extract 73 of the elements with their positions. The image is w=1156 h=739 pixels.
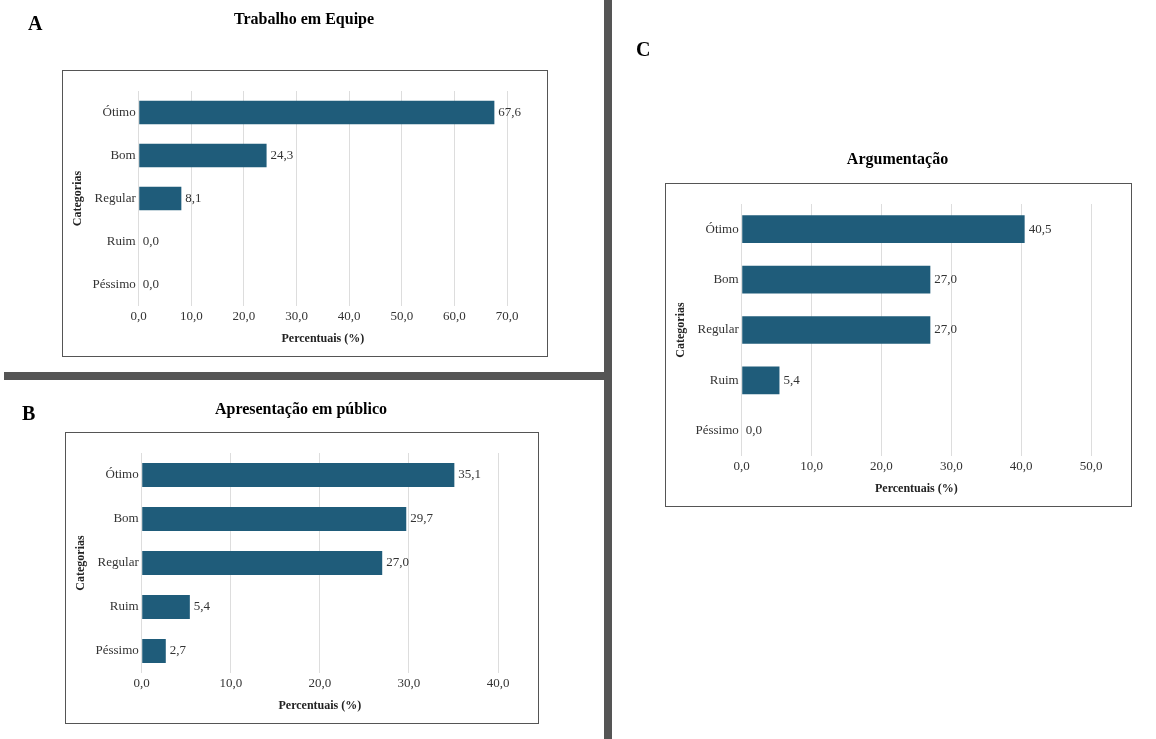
chart-title: Argumentação <box>845 150 950 168</box>
data-label: 35,1 <box>458 466 482 482</box>
data-label: 0,0 <box>142 275 159 291</box>
chart-title: Apresentação em público <box>213 400 389 418</box>
y-tick-label: Regular <box>697 321 740 337</box>
y-tick-label: Péssimo <box>695 422 739 438</box>
x-tick-label: 10,0 <box>179 308 203 324</box>
y-tick-label: Bom <box>113 510 139 526</box>
bar <box>142 462 455 488</box>
data-label: 8,1 <box>185 189 202 205</box>
y-axis-title: Categorias <box>70 170 85 227</box>
bar <box>142 594 190 620</box>
text: B <box>22 402 36 425</box>
x-tick-label: 40,0 <box>1009 458 1033 474</box>
y-tick-label: Ótimo <box>705 220 739 236</box>
y-tick-label: Regular <box>97 554 140 570</box>
data-label: 2,7 <box>169 642 187 658</box>
x-tick-label: 40,0 <box>486 675 510 691</box>
bar <box>142 550 383 576</box>
bar <box>139 100 495 125</box>
x-tick-label: 60,0 <box>443 308 466 324</box>
bar <box>742 366 780 395</box>
data-label: 27,0 <box>934 321 958 337</box>
y-tick-label: Ruim <box>106 232 136 248</box>
x-tick-label: 30,0 <box>285 308 308 324</box>
x-tick-label: 0,0 <box>733 458 750 474</box>
data-label: 27,0 <box>386 554 409 570</box>
x-tick-label: 30,0 <box>939 458 963 474</box>
x-tick-label: 20,0 <box>870 458 893 474</box>
y-tick-label: Ruim <box>709 371 739 387</box>
y-tick-label: Bom <box>110 146 136 162</box>
y-tick-label: Regular <box>94 189 137 205</box>
x-tick-label: 30,0 <box>397 675 421 691</box>
x-tick-label: 50,0 <box>1079 458 1103 474</box>
x-tick-label: 0,0 <box>133 675 150 691</box>
chart-title: Trabalho em Equipe <box>232 10 376 28</box>
x-tick-label: 0,0 <box>130 308 147 324</box>
y-axis-title: Categorias <box>673 302 688 358</box>
data-label: 67,6 <box>498 103 522 119</box>
bar <box>742 265 931 294</box>
x-tick-label: 50,0 <box>390 308 414 324</box>
bar <box>742 316 931 344</box>
bar <box>139 143 267 168</box>
data-label: 5,4 <box>783 371 801 387</box>
x-axis-title: Percentuais (%) <box>874 480 958 495</box>
text: C <box>636 38 651 61</box>
y-axis-title: Categorias <box>73 535 88 591</box>
data-label: 29,7 <box>410 510 434 526</box>
data-label: 0,0 <box>142 232 159 248</box>
data-label: 27,0 <box>934 271 958 287</box>
x-tick-label: 20,0 <box>308 675 332 691</box>
data-label: 40,5 <box>1028 220 1052 236</box>
data-label: 24,3 <box>270 146 294 162</box>
bar <box>142 506 407 532</box>
x-tick-label: 40,0 <box>337 308 361 324</box>
x-tick-label: 10,0 <box>800 458 823 474</box>
bar <box>742 215 1025 244</box>
y-tick-label: Ótimo <box>105 466 139 482</box>
x-tick-label: 20,0 <box>232 308 256 324</box>
y-tick-label: Ruim <box>109 598 139 614</box>
data-label: 0,0 <box>745 422 762 438</box>
data-label: 5,4 <box>193 598 211 614</box>
y-tick-label: Péssimo <box>92 275 136 291</box>
y-tick-label: Péssimo <box>95 642 139 658</box>
x-axis-title: Percentuais (%) <box>278 697 362 712</box>
text: A <box>28 12 43 35</box>
y-tick-label: Bom <box>713 271 739 287</box>
x-tick-label: 70,0 <box>495 308 519 324</box>
bar <box>139 186 182 211</box>
x-axis-title: Percentuais (%) <box>281 330 365 345</box>
bar <box>142 638 166 664</box>
y-tick-label: Ótimo <box>102 103 136 119</box>
x-tick-label: 10,0 <box>219 675 243 691</box>
